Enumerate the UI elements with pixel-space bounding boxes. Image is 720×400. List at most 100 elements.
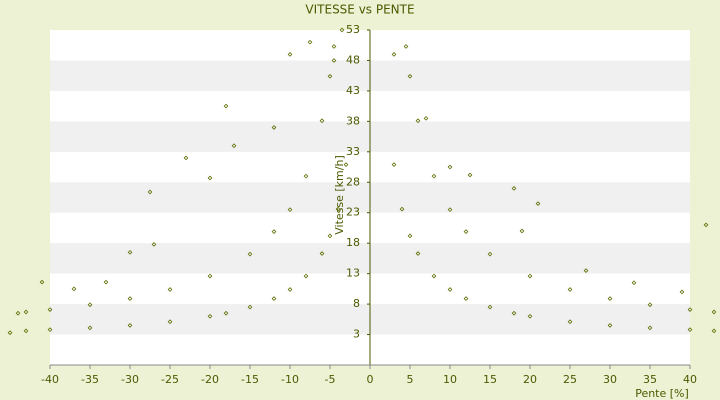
x-tick-label: -15 xyxy=(241,373,259,386)
data-point xyxy=(71,286,77,292)
data-point xyxy=(271,229,277,234)
data-point xyxy=(23,309,29,315)
data-point xyxy=(463,296,469,301)
data-point xyxy=(127,296,133,301)
data-point xyxy=(247,251,253,257)
x-tick-label: -30 xyxy=(121,373,139,386)
data-point xyxy=(223,310,229,316)
data-point xyxy=(687,327,693,333)
y-tick-label: 8 xyxy=(353,297,360,310)
x-tick-label: 35 xyxy=(643,373,657,386)
data-point xyxy=(167,319,173,325)
data-point xyxy=(711,309,717,315)
y-tick-label: 3 xyxy=(353,328,360,341)
data-point xyxy=(207,313,213,319)
data-point xyxy=(583,268,589,273)
data-point xyxy=(431,273,437,279)
data-point xyxy=(519,228,525,234)
data-point xyxy=(307,39,313,45)
x-tick-label: -40 xyxy=(41,373,59,386)
data-point xyxy=(271,125,277,130)
data-point xyxy=(407,73,413,79)
data-point xyxy=(647,302,653,308)
x-axis-title: Pente [%] xyxy=(635,387,689,400)
x-tick-label: 30 xyxy=(603,373,617,386)
data-point xyxy=(331,44,337,49)
y-tick-label: 18 xyxy=(346,236,360,249)
x-tick-label: -5 xyxy=(325,373,336,386)
data-point xyxy=(647,325,653,331)
data-point xyxy=(335,206,341,212)
data-point xyxy=(303,273,309,279)
data-point xyxy=(247,304,253,310)
y-tick-label: 53 xyxy=(346,23,360,36)
x-tick-label: -20 xyxy=(201,373,219,386)
data-point xyxy=(407,233,413,239)
x-tick-label: -25 xyxy=(161,373,179,386)
data-point xyxy=(15,310,21,316)
data-point xyxy=(103,279,109,285)
data-point xyxy=(431,173,437,179)
data-point xyxy=(23,328,29,334)
data-point xyxy=(47,327,53,333)
y-tick-label: 48 xyxy=(346,53,360,66)
data-point xyxy=(327,233,333,239)
data-point xyxy=(287,287,293,292)
data-point xyxy=(631,280,637,286)
plot-area xyxy=(50,30,690,366)
y-axis-title: Vitesse [km/h] xyxy=(333,155,346,235)
x-tick-label: 0 xyxy=(367,373,374,386)
x-tick-label: 40 xyxy=(683,373,697,386)
data-point xyxy=(231,143,237,149)
data-point xyxy=(223,103,229,109)
data-point xyxy=(7,330,13,336)
data-point xyxy=(207,175,213,181)
data-point xyxy=(271,296,277,301)
data-point xyxy=(711,328,717,334)
data-point xyxy=(391,51,397,57)
data-point xyxy=(487,304,493,310)
x-tick-label: 20 xyxy=(523,373,537,386)
data-point xyxy=(447,207,453,213)
data-point xyxy=(87,325,93,331)
data-point xyxy=(167,287,173,292)
data-point xyxy=(287,51,293,57)
y-tick-label: 43 xyxy=(346,84,360,97)
data-point xyxy=(327,73,333,79)
data-point xyxy=(39,279,45,285)
data-point xyxy=(403,44,409,49)
x-tick-label: 5 xyxy=(407,373,414,386)
data-point xyxy=(415,118,421,124)
data-point xyxy=(567,319,573,325)
y-tick-label: 23 xyxy=(346,206,360,219)
data-point xyxy=(423,115,429,121)
data-point xyxy=(487,251,493,257)
y-tick-label: 33 xyxy=(346,145,360,158)
data-point xyxy=(331,58,337,63)
data-point xyxy=(567,287,573,292)
x-tick-label: 25 xyxy=(563,373,577,386)
data-point xyxy=(447,164,453,170)
data-point xyxy=(607,296,613,301)
data-point xyxy=(47,307,53,312)
data-point xyxy=(87,302,93,308)
y-tick-label: 38 xyxy=(346,114,360,127)
data-point xyxy=(511,185,517,191)
chart-title: VITESSE vs PENTE xyxy=(305,3,414,17)
data-point xyxy=(607,323,613,328)
x-tick-label: 15 xyxy=(483,373,497,386)
data-point xyxy=(535,201,541,206)
y-tick-label: 13 xyxy=(346,267,360,280)
data-point xyxy=(287,207,293,213)
data-point xyxy=(207,273,213,279)
x-tick-label: -35 xyxy=(81,373,99,386)
data-point xyxy=(343,162,349,167)
data-point xyxy=(679,289,685,295)
data-point xyxy=(151,242,157,247)
data-point xyxy=(127,323,133,328)
data-point xyxy=(447,287,453,292)
data-point xyxy=(303,173,309,179)
data-point xyxy=(127,249,133,255)
x-tick-label: 10 xyxy=(443,373,457,386)
